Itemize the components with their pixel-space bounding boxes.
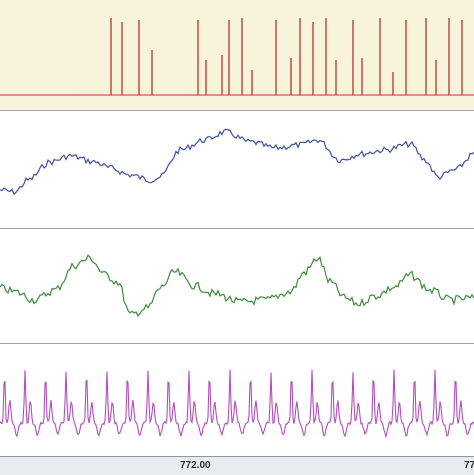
blue-trace-plot [0,128,474,196]
pink-trace-plot [0,369,474,439]
time-tick-label: 772.00 [180,460,211,471]
pink-trace-line [0,369,474,439]
time-axis[interactable]: 772.00 77 [0,456,474,475]
spike-train-panel [0,0,474,111]
blue-trace-line [0,128,474,196]
green-trace-plot [0,254,474,317]
green-trace-panel [0,230,474,344]
spike-train-plot [0,18,474,96]
green-trace-line [0,254,474,317]
blue-trace-panel [0,112,474,229]
time-tick-label: 77 [464,460,474,471]
pink-trace-panel [0,345,474,456]
